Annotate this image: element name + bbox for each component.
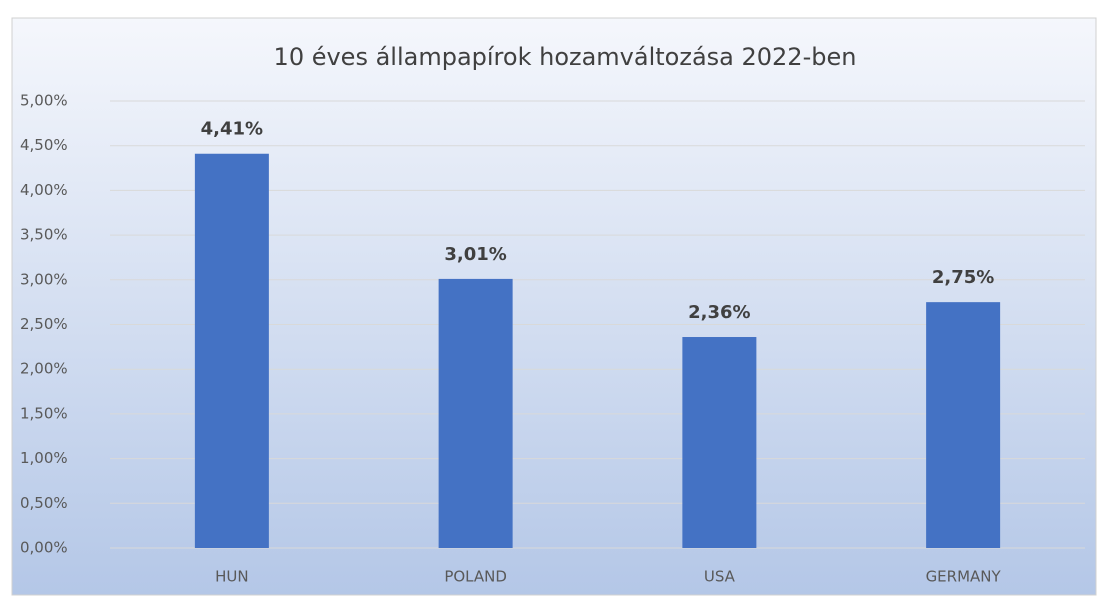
y-tick-label: 3,00% — [20, 270, 68, 288]
bar — [438, 278, 513, 548]
data-label: 4,41% — [201, 119, 263, 140]
chart-title: 10 éves állampapírok hozamváltozása 2022… — [274, 43, 857, 71]
data-label: 3,01% — [444, 244, 506, 265]
data-label: 2,75% — [932, 267, 994, 288]
bar — [682, 337, 757, 548]
x-tick-label: GERMANY — [926, 568, 1002, 586]
y-tick-label: 2,00% — [20, 360, 68, 378]
bar — [926, 302, 1001, 548]
y-tick-label: 1,50% — [20, 404, 68, 422]
data-label: 2,36% — [688, 302, 750, 323]
y-tick-label: 0,50% — [20, 494, 68, 512]
y-tick-label: 4,50% — [20, 136, 68, 154]
x-tick-label: USA — [704, 568, 736, 586]
y-tick-label: 3,50% — [20, 226, 68, 244]
bar — [194, 153, 269, 548]
y-tick-label: 5,00% — [20, 92, 68, 110]
x-tick-label: HUN — [215, 568, 248, 586]
y-tick-label: 2,50% — [20, 315, 68, 333]
chart-area — [11, 17, 1097, 596]
y-tick-label: 0,00% — [20, 539, 68, 557]
y-tick-label: 4,00% — [20, 181, 68, 199]
y-tick-label: 1,00% — [20, 449, 68, 467]
x-tick-label: POLAND — [444, 568, 507, 586]
